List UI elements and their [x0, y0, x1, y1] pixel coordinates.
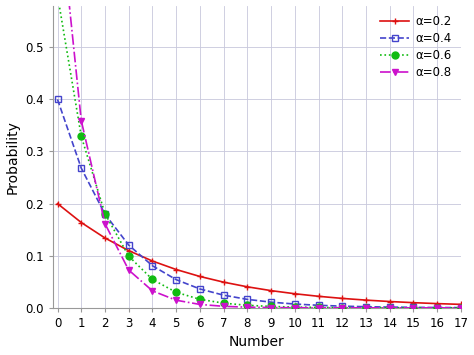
α=0.2 [173, 267, 179, 272]
α=0.2 [387, 299, 392, 304]
α=0.2 [458, 302, 464, 306]
α=0.6 [434, 306, 440, 310]
α=0.2 [434, 301, 440, 306]
Y-axis label: Probability: Probability [6, 120, 19, 193]
α=0.8 [221, 304, 227, 308]
α=0.6 [102, 212, 108, 216]
α=0.6 [363, 306, 369, 310]
α=0.8 [316, 306, 321, 310]
α=0.2 [339, 296, 345, 301]
α=0.4 [126, 243, 132, 247]
α=0.4 [363, 305, 369, 309]
α=0.6 [316, 305, 321, 310]
α=0.8 [339, 306, 345, 310]
α=0.8 [173, 298, 179, 302]
α=0.6 [458, 306, 464, 310]
α=0.6 [245, 303, 250, 307]
α=0.4 [102, 212, 108, 216]
α=0.8 [363, 306, 369, 310]
α=0.4 [55, 97, 60, 102]
α=0.2 [268, 289, 274, 293]
α=0.6 [78, 134, 84, 138]
α=0.6 [292, 305, 298, 309]
α=0.6 [197, 297, 203, 301]
α=0.2 [55, 202, 60, 206]
α=0.6 [410, 306, 416, 310]
α=0.2 [245, 285, 250, 289]
α=0.6 [150, 277, 155, 282]
α=0.4 [316, 303, 321, 307]
α=0.8 [197, 302, 203, 307]
α=0.4 [458, 306, 464, 310]
α=0.2 [221, 280, 227, 284]
α=0.8 [387, 306, 392, 310]
α=0.4 [268, 300, 274, 304]
X-axis label: Number: Number [229, 335, 285, 349]
α=0.8 [102, 222, 108, 226]
Legend: α=0.2, α=0.4, α=0.6, α=0.8: α=0.2, α=0.4, α=0.6, α=0.8 [376, 11, 455, 83]
Line: α=0.4: α=0.4 [55, 97, 464, 310]
α=0.4 [197, 287, 203, 291]
α=0.8 [78, 118, 84, 122]
α=0.6 [268, 304, 274, 308]
α=0.6 [387, 306, 392, 310]
Line: α=0.8: α=0.8 [54, 0, 465, 311]
α=0.4 [434, 305, 440, 310]
α=0.8 [150, 289, 155, 293]
α=0.4 [410, 305, 416, 310]
α=0.8 [126, 268, 132, 272]
α=0.6 [173, 290, 179, 294]
α=0.6 [126, 254, 132, 258]
Line: α=0.2: α=0.2 [55, 201, 464, 307]
α=0.4 [221, 293, 227, 297]
α=0.4 [150, 264, 155, 268]
α=0.6 [221, 301, 227, 305]
α=0.8 [434, 306, 440, 310]
α=0.6 [339, 306, 345, 310]
α=0.4 [173, 278, 179, 282]
α=0.4 [387, 305, 392, 309]
α=0.2 [126, 248, 132, 253]
Line: α=0.6: α=0.6 [54, 0, 465, 311]
α=0.2 [78, 220, 84, 225]
α=0.2 [197, 274, 203, 279]
α=0.4 [292, 302, 298, 306]
α=0.2 [102, 236, 108, 240]
α=0.4 [245, 297, 250, 301]
α=0.8 [458, 306, 464, 310]
α=0.8 [245, 305, 250, 309]
α=0.2 [150, 259, 155, 263]
α=0.2 [410, 301, 416, 305]
α=0.4 [78, 166, 84, 170]
α=0.8 [268, 305, 274, 310]
α=0.2 [363, 298, 369, 302]
α=0.8 [292, 306, 298, 310]
α=0.4 [339, 304, 345, 308]
α=0.2 [316, 294, 321, 299]
α=0.8 [410, 306, 416, 310]
α=0.2 [292, 291, 298, 296]
